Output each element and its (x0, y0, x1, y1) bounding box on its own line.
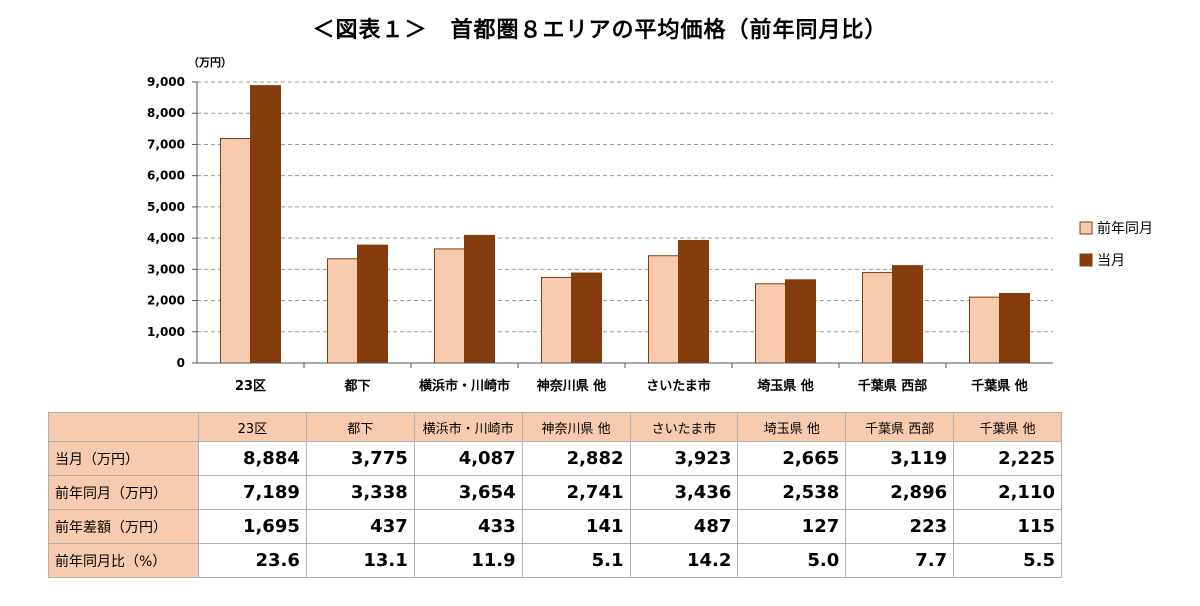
table-cell: 3,436 (629, 475, 739, 510)
y-tick-label: 6,000 (147, 169, 185, 183)
table-cell: 437 (305, 509, 415, 544)
bar-chart: 0 1,000 2,000 3,000 4,000 5,000 6,000 7,000 8,00… (147, 56, 1153, 394)
table-corner (48, 412, 199, 442)
table-cell: 3,775 (305, 441, 415, 476)
y-tick-label: 4,000 (147, 231, 185, 245)
table-cell: 223 (845, 509, 955, 544)
bars (220, 85, 1030, 364)
y-tick-label: 9,000 (147, 75, 185, 89)
table-cell: 5.5 (953, 543, 1062, 578)
table-cell: 8,884 (198, 441, 307, 476)
bar-curr (999, 293, 1030, 364)
table-row: 前年同月（万円） 7,189 3,338 3,654 2,741 3,436 2,538 2,… (48, 475, 1062, 510)
bar-prev (862, 272, 893, 364)
y-tick-label: 5,000 (147, 200, 185, 214)
table-cell: 3,119 (845, 441, 955, 476)
x-tick-label: 千葉県 他 (971, 378, 1028, 394)
y-tick-label: 3,000 (147, 262, 185, 276)
y-tick-label: 2,000 (147, 294, 185, 308)
row-header: 前年同月比（%） (48, 543, 199, 578)
table-row: 前年差額（万円） 1,695 437 433 141 487 127 223 115 (48, 509, 1062, 544)
table-cell: 5.0 (737, 543, 847, 578)
bar-prev (541, 276, 572, 364)
x-tick-label: 千葉県 西部 (858, 378, 928, 394)
bar-curr (571, 272, 602, 364)
table-cell: 14.2 (629, 543, 739, 578)
table-row: 前年同月比（%） 23.6 13.1 11.9 5.1 14.2 5.0 7.7 5.5 (48, 543, 1062, 578)
table-cell: 2,882 (521, 441, 631, 476)
bar-curr (785, 279, 816, 364)
x-tick-label: さいたま市 (646, 378, 711, 394)
bar-prev (327, 258, 358, 364)
row-header: 前年同月（万円） (48, 475, 199, 510)
y-tick-label: 8,000 (147, 106, 185, 120)
bar-prev (648, 255, 679, 364)
chart-title: ＜図表１＞ 首都圏８エリアの平均価格（前年同月比） (312, 18, 888, 43)
x-tick-label: 神奈川県 他 (537, 378, 607, 394)
table-cell: 487 (629, 509, 739, 544)
x-tick-label: 都下 (343, 378, 370, 394)
legend-swatch (1079, 221, 1093, 235)
table-cell: 2,538 (737, 475, 847, 510)
column-header: さいたま市 (629, 412, 739, 442)
bar-curr (357, 244, 388, 364)
legend-label: 前年同月 (1097, 220, 1153, 237)
table-cell: 3,654 (413, 475, 523, 510)
table-cell: 23.6 (198, 543, 307, 578)
legend-swatch (1079, 253, 1093, 267)
column-header: 千葉県 西部 (845, 412, 955, 442)
table-cell: 127 (737, 509, 847, 544)
table-cell: 11.9 (413, 543, 523, 578)
data-table: 23区 都下 横浜市・川崎市 神奈川県 他さいたま市 埼玉県 他千葉県 西部 千葉県 他 … (48, 412, 1062, 578)
column-header: 神奈川県 他 (521, 412, 631, 442)
table-cell: 3,338 (305, 475, 415, 510)
x-tick-label: 埼玉県 他 (757, 378, 814, 394)
row-header: 当月（万円） (48, 441, 199, 476)
bar-curr (464, 234, 495, 364)
column-header: 都下 (305, 412, 415, 442)
table-cell: 13.1 (305, 543, 415, 578)
bar-curr (678, 240, 709, 364)
table-cell: 2,896 (845, 475, 955, 510)
column-header: 埼玉県 他 (737, 412, 847, 442)
table-row: 当月（万円） 8,884 3,775 4,087 2,882 3,923 2,665 3,11… (48, 441, 1062, 476)
table-cell: 7,189 (198, 475, 307, 510)
x-tick-label: 横浜市・川崎市 (419, 378, 510, 394)
table-cell: 3,923 (629, 441, 739, 476)
x-tick-label: 23区 (235, 379, 266, 394)
bar-prev (220, 138, 251, 364)
bar-prev (434, 248, 465, 364)
table-cell: 2,225 (953, 441, 1062, 476)
axis-labels: 0 1,000 2,000 3,000 4,000 5,000 6,000 7,000 8,00… (147, 56, 1028, 394)
table-header-row: 23区 都下 横浜市・川崎市 神奈川県 他さいたま市 埼玉県 他千葉県 西部 千葉県 他 (48, 412, 1062, 442)
table-cell: 2,110 (953, 475, 1062, 510)
y-tick-label: 1,000 (147, 325, 185, 339)
table-cell: 5.1 (521, 543, 631, 578)
table-cell: 115 (953, 509, 1062, 544)
bar-prev (755, 283, 786, 364)
table-cell: 2,741 (521, 475, 631, 510)
y-unit-label: （万円） (188, 56, 232, 69)
table-cell: 4,087 (413, 441, 523, 476)
table-cell: 7.7 (845, 543, 955, 578)
y-tick-label: 7,000 (147, 137, 185, 151)
bar-curr (250, 85, 281, 364)
column-header: 23区 (198, 412, 307, 442)
y-tick-label: 0 (177, 356, 185, 370)
gridlines (197, 81, 1053, 333)
row-header: 前年差額（万円） (48, 509, 199, 544)
table-cell: 1,695 (198, 509, 307, 544)
legend-label: 当月 (1097, 253, 1125, 269)
axes (192, 81, 1053, 368)
table-cell: 433 (413, 509, 523, 544)
table-cell: 141 (521, 509, 631, 544)
bar-curr (892, 265, 923, 364)
table-cell: 2,665 (737, 441, 847, 476)
bar-prev (969, 296, 1000, 364)
column-header: 横浜市・川崎市 (413, 412, 523, 442)
column-header: 千葉県 他 (953, 412, 1062, 442)
